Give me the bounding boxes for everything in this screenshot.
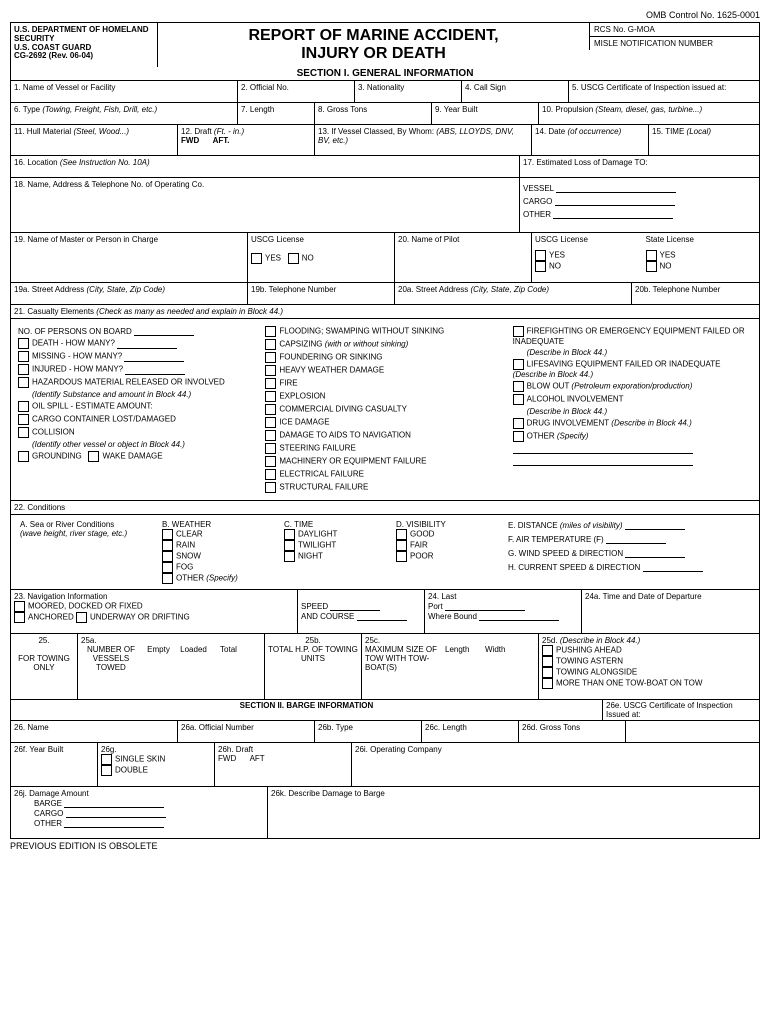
field-17-list[interactable]: VESSEL CARGO OTHER [520,178,759,232]
field-25b[interactable]: 25b.TOTAL H.P. OF TOWING UNITS [265,634,362,699]
field-12[interactable]: 12. Draft (Ft. - in.)FWD AFT. [178,125,315,155]
field-19-license[interactable]: USCG LicenseYES NO [248,233,395,282]
misle-no: MISLE NOTIFICATION NUMBER [589,37,759,50]
field-26a[interactable]: 26a. Official Number [178,721,315,742]
field-20a[interactable]: 20a. Street Address (City, State, Zip Co… [395,283,632,304]
header-right: RCS No. G-MOA MISLE NOTIFICATION NUMBER [589,23,759,67]
field-13[interactable]: 13. If Vessel Classed, By Whom: (ABS, LL… [315,125,532,155]
form-title: REPORT OF MARINE ACCIDENT, INJURY OR DEA… [158,23,589,67]
field-26g[interactable]: 26g.SINGLE SKINDOUBLE [98,743,215,786]
field-26[interactable]: 26. Name [11,721,178,742]
field-25d[interactable]: 25d. (Describe in Block 44.) PUSHING AHE… [539,634,759,699]
field-25: 25.FOR TOWING ONLY [11,634,78,699]
field-7[interactable]: 7. Length [238,103,315,124]
field-16[interactable]: 16. Location (See Instruction No. 10A) [11,156,520,177]
field-14[interactable]: 14. Date (of occurrence) [532,125,649,155]
field-24[interactable]: 24. LastPort Where Bound [425,590,582,633]
field-24a[interactable]: 24a. Time and Date of Departure [582,590,759,633]
field-2[interactable]: 2. Official No. [238,81,355,102]
field-26b[interactable]: 26b. Type [315,721,422,742]
field-26h[interactable]: 26h. DraftFWD AFT [215,743,352,786]
field-20b[interactable]: 20b. Telephone Number [632,283,759,304]
field-15[interactable]: 15. TIME (Local) [649,125,759,155]
field-20[interactable]: 20. Name of Pilot [395,233,532,282]
field-6[interactable]: 6. Type (Towing, Freight, Fish, Drill, e… [11,103,238,124]
casualty-elements[interactable]: NO. OF PERSONS ON BOARD DEATH - HOW MANY… [10,319,760,501]
field-26e-cont[interactable] [626,721,759,742]
field-26i[interactable]: 26i. Operating Company [352,743,759,786]
speed-course[interactable]: SPEED AND COURSE [298,590,425,633]
section-1-title: SECTION I. GENERAL INFORMATION [10,67,760,81]
field-26j[interactable]: 26j. Damage Amount BARGE CARGO OTHER [11,787,268,838]
field-26f[interactable]: 26f. Year Built [11,743,98,786]
field-19b[interactable]: 19b. Telephone Number [248,283,395,304]
field-10[interactable]: 10. Propulsion (Steam, diesel, gas, turb… [539,103,759,124]
omb-number: OMB Control No. 1625-0001 [10,10,760,20]
field-26c[interactable]: 26c. Length [422,721,519,742]
field-26d[interactable]: 26d. Gross Tons [519,721,626,742]
field-4[interactable]: 4. Call Sign [462,81,569,102]
field-9[interactable]: 9. Year Built [432,103,539,124]
field-11[interactable]: 11. Hull Material (Steel, Wood...) [11,125,178,155]
field-26k[interactable]: 26k. Describe Damage to Barge [268,787,759,838]
field-22-label: 22. Conditions [14,503,65,512]
footer-note: PREVIOUS EDITION IS OBSOLETE [10,841,760,851]
form-page: OMB Control No. 1625-0001 U.S. DEPARTMEN… [10,10,760,851]
field-17: 17. Estimated Loss of Damage TO: [520,156,759,177]
conditions[interactable]: A. Sea or River Conditions(wave height, … [10,515,760,590]
field-5[interactable]: 5. USCG Certificate of Inspection issued… [569,81,759,102]
field-19[interactable]: 19. Name of Master or Person in Charge [11,233,248,282]
field-18[interactable]: 18. Name, Address & Telephone No. of Ope… [11,178,520,232]
field-8[interactable]: 8. Gross Tons [315,103,432,124]
field-25c[interactable]: 25c. MAXIMUM SIZE OF TOW WITH TOW-BOAT(S… [362,634,539,699]
field-26e[interactable]: 26e. USCG Certificate of Inspection Issu… [603,700,759,720]
field-25a[interactable]: 25a. NUMBER OF VESSELS TOWEDEmptyLoadedT… [78,634,265,699]
field-20-license[interactable]: USCG LicenseState License YESNOYESNO [532,233,759,282]
section-2-title: SECTION II. BARGE INFORMATION [11,700,603,720]
field-19a[interactable]: 19a. Street Address (City, State, Zip Co… [11,283,248,304]
field-21-label: 21. Casualty Elements (Check as many as … [14,307,283,316]
dept-info: U.S. DEPARTMENT OF HOMELAND SECURITY U.S… [11,23,158,67]
field-23[interactable]: 23. Navigation Information MOORED, DOCKE… [11,590,298,633]
field-1[interactable]: 1. Name of Vessel or Facility [11,81,238,102]
header: U.S. DEPARTMENT OF HOMELAND SECURITY U.S… [10,22,760,67]
field-3[interactable]: 3. Nationality [355,81,462,102]
rcs-no: RCS No. G-MOA [589,23,759,37]
